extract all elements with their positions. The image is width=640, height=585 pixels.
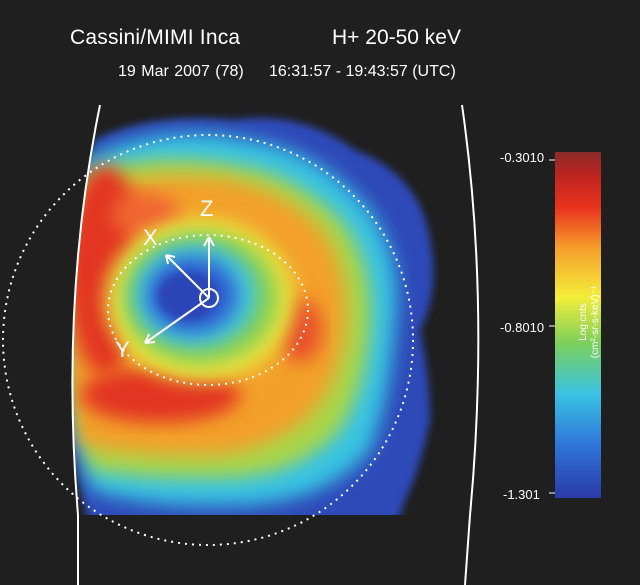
image-title: Cassini/MIMI Inca bbox=[70, 26, 241, 49]
species-energy-label: H+ 20-50 keV bbox=[332, 26, 461, 49]
ena-intensity-map bbox=[72, 118, 434, 515]
colorbar-title: Log cnts (cm²-sr-s-keV)⁻¹ bbox=[578, 286, 602, 358]
x-axis-label: X bbox=[143, 225, 158, 250]
coordinate-axes bbox=[144, 236, 219, 344]
observation-date: 19 Mar 2007 (78) bbox=[118, 63, 244, 80]
reference-ring-outer bbox=[2, 134, 414, 546]
y-axis-arrow bbox=[144, 297, 210, 344]
z-axis-label: Z bbox=[200, 196, 213, 221]
x-axis-arrow bbox=[165, 254, 210, 299]
colorbar-ticks bbox=[549, 159, 555, 494]
colorbar-mid-label: -0.8010 bbox=[500, 320, 545, 335]
colorbar-min-label: -1.301 bbox=[503, 487, 540, 502]
y-axis-label: Y bbox=[115, 337, 130, 362]
colorbar-units-text: (cm²-sr-s-keV)⁻¹ bbox=[590, 285, 601, 359]
fov-boundary-left bbox=[71, 104, 101, 516]
colorbar-max-label: -0.3010 bbox=[500, 150, 545, 165]
fov-boundary-right bbox=[461, 104, 480, 516]
reference-ring-inner bbox=[107, 234, 309, 386]
fov-boundary-bottom-right bbox=[464, 514, 471, 585]
observation-time-range: 16:31:57 - 19:43:57 (UTC) bbox=[269, 63, 456, 80]
colorbar bbox=[555, 152, 601, 498]
colorbar-title-text: Log cnts bbox=[578, 303, 589, 341]
